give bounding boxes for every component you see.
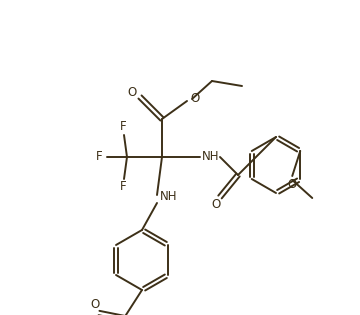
Text: O: O (211, 198, 221, 211)
Text: F: F (120, 121, 126, 134)
Text: F: F (96, 151, 102, 163)
Text: O: O (288, 179, 297, 192)
Text: O: O (190, 91, 200, 105)
Text: NH: NH (160, 190, 178, 203)
Text: NH: NH (202, 150, 220, 163)
Text: O: O (127, 87, 137, 100)
Text: O: O (90, 297, 100, 311)
Text: F: F (120, 180, 126, 193)
